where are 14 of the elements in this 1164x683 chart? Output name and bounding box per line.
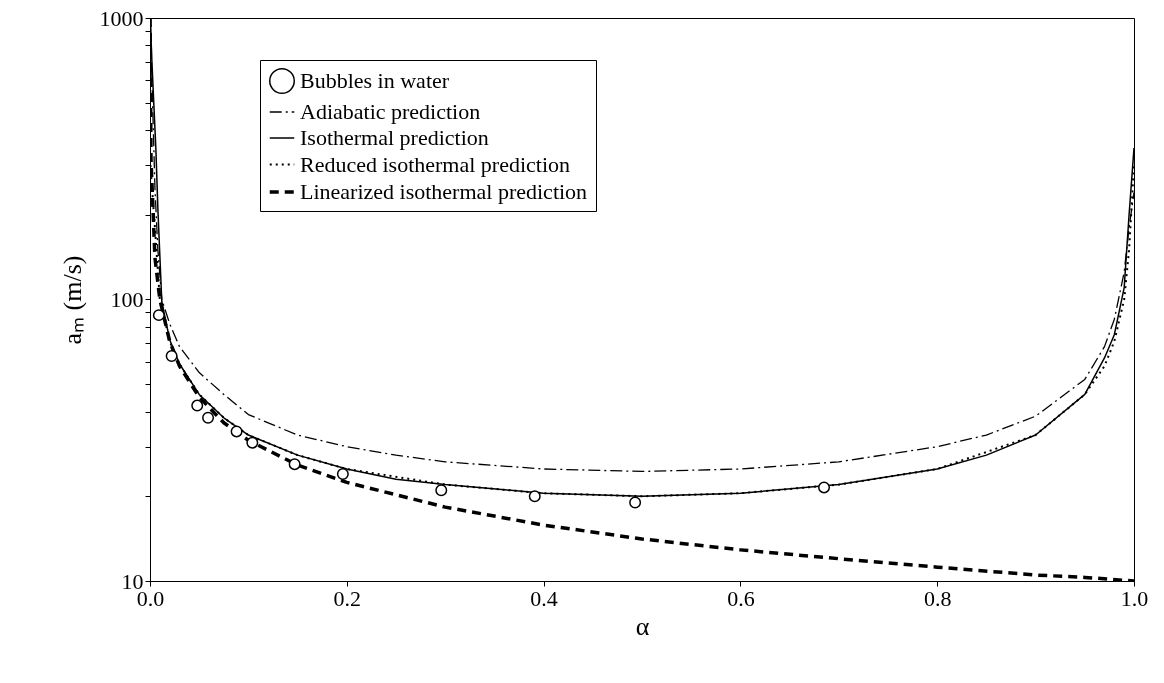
legend-label: Linearized isothermal prediction [300, 179, 588, 204]
y-tick-label: 1000 [99, 5, 144, 31]
y-tick-label: 100 [110, 287, 144, 312]
y-axis-title: aₘ (m/s) [57, 255, 87, 345]
x-axis-title: α [635, 611, 650, 641]
x-tick-label: 0.2 [333, 585, 362, 611]
x-tick-label: 0.8 [923, 585, 952, 611]
legend-label: Isothermal prediction [300, 125, 489, 150]
x-tick-label: 0.6 [727, 585, 755, 611]
legend-label: Bubbles in water [300, 68, 450, 93]
legend-label: Adiabatic prediction [300, 99, 481, 124]
x-tick-label: 1.0 [1120, 585, 1149, 611]
x-tick-label: 0.4 [530, 585, 558, 611]
legend-label: Reduced isothermal prediction [300, 151, 571, 177]
